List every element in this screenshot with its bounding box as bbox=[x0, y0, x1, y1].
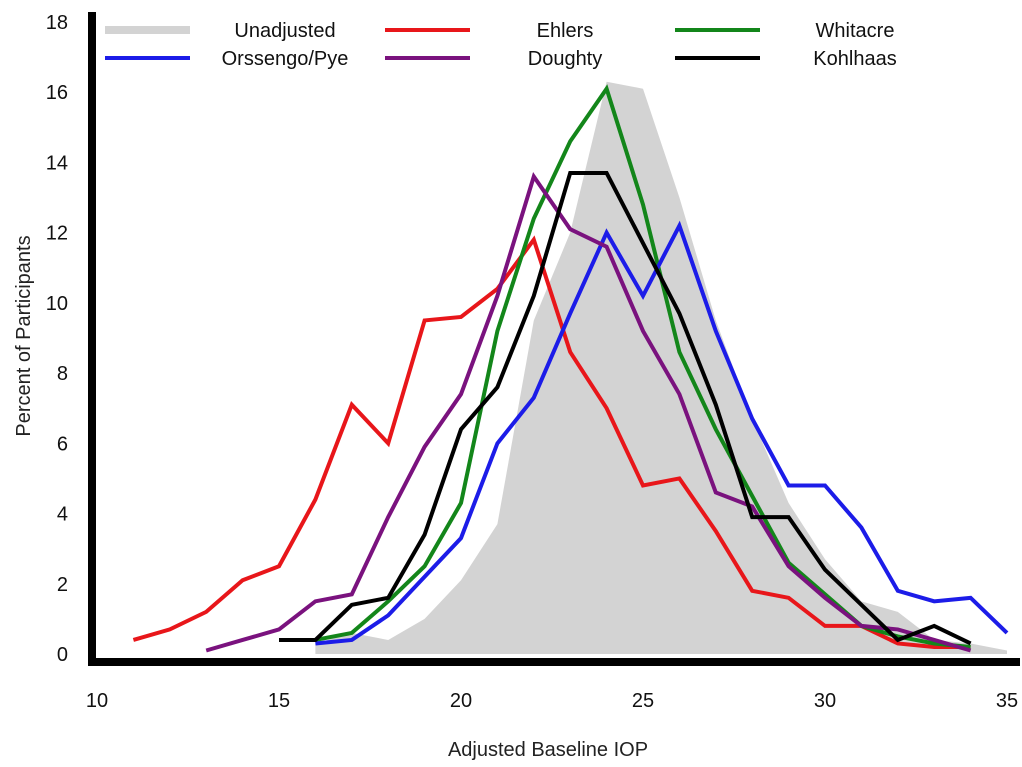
doughty-line bbox=[205, 171, 972, 653]
y-axis-title: Percent of Participants bbox=[13, 235, 35, 436]
x-tick-label: 10 bbox=[86, 690, 108, 712]
legend-label-ehlers: Ehlers bbox=[537, 20, 594, 42]
legend-label-whitacre: Whitacre bbox=[816, 20, 895, 42]
x-tick-label: 20 bbox=[450, 690, 472, 712]
legend-label-unadjusted: Unadjusted bbox=[234, 20, 335, 42]
axes bbox=[88, 12, 1020, 666]
x-tick-label: 15 bbox=[268, 690, 290, 712]
legend-label-kohlhaas: Kohlhaas bbox=[813, 48, 896, 70]
y-tick-label: 10 bbox=[46, 293, 68, 315]
y-tick-label: 0 bbox=[57, 644, 68, 666]
legend: Unadjusted Ehlers Whitacre Orssengo/Pye Doug… bbox=[105, 20, 897, 70]
x-tick-label: 25 bbox=[632, 690, 654, 712]
kohlhaas-line bbox=[279, 170, 972, 646]
legend-label-doughty: Doughty bbox=[528, 48, 603, 70]
ehlers-line bbox=[132, 235, 971, 649]
orssengo-pye-line bbox=[315, 220, 1009, 646]
y-tick-label: 2 bbox=[57, 574, 68, 596]
y-tick-label: 16 bbox=[46, 82, 68, 104]
y-tick-label: 4 bbox=[57, 504, 68, 526]
lines-layer bbox=[132, 84, 1009, 653]
unadjusted-area bbox=[315, 81, 1007, 654]
x-tick-label: 35 bbox=[996, 690, 1018, 712]
legend-label-orssengo-pye: Orssengo/Pye bbox=[222, 48, 349, 70]
area-layer bbox=[315, 81, 1007, 654]
y-tick-label: 12 bbox=[46, 223, 68, 245]
tick-labels: 10 15 20 25 30 35 0 2 4 6 8 10 12 14 16 18 bbox=[46, 12, 1018, 712]
x-axis-title: Adjusted Baseline IOP bbox=[448, 739, 648, 761]
y-tick-label: 14 bbox=[46, 152, 68, 174]
x-tick-label: 30 bbox=[814, 690, 836, 712]
y-tick-label: 18 bbox=[46, 12, 68, 34]
y-tick-label: 8 bbox=[57, 363, 68, 385]
y-tick-label: 6 bbox=[57, 433, 68, 455]
